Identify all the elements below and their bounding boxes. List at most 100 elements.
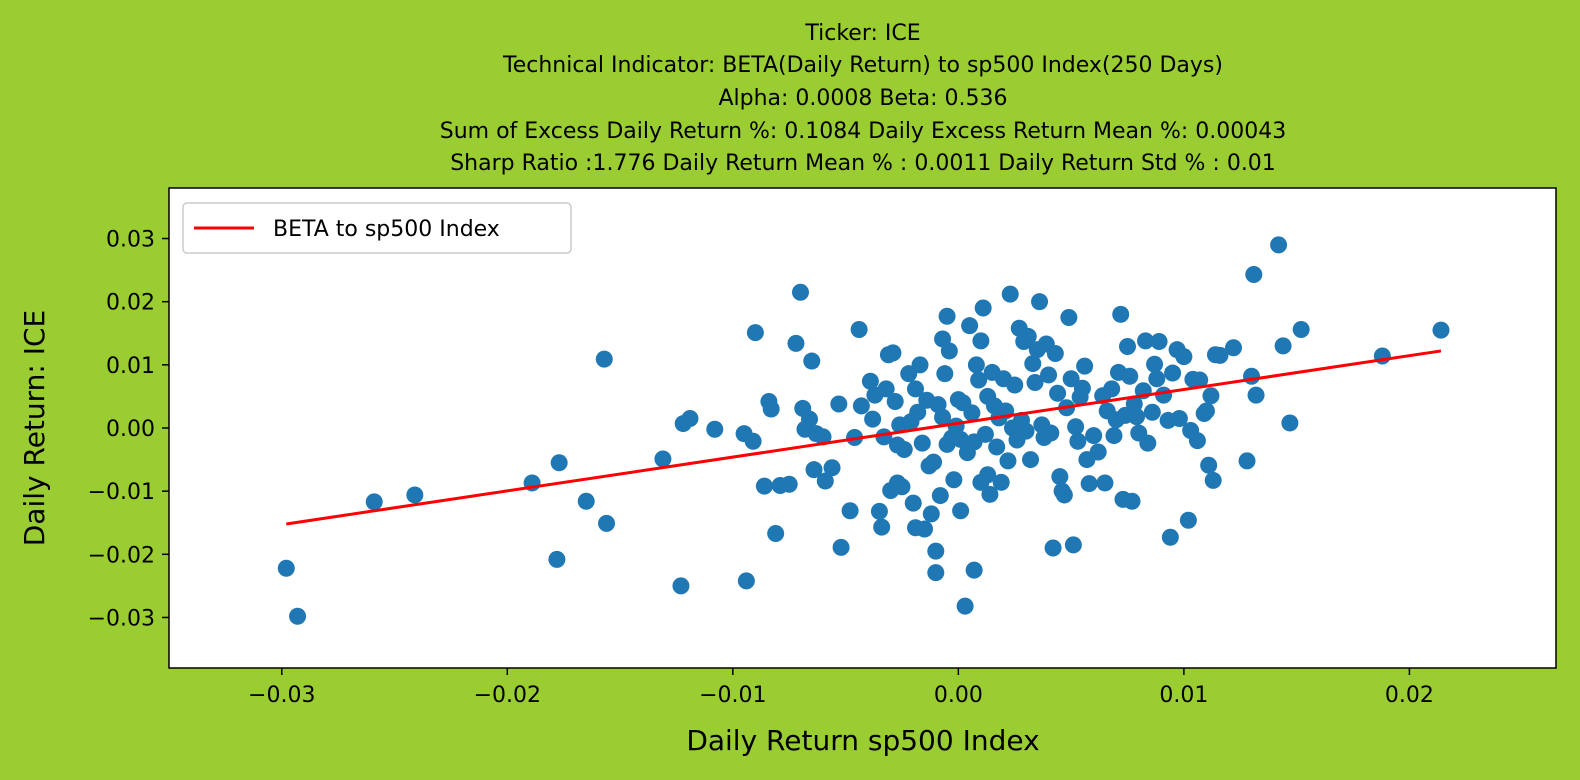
scatter-point: [1128, 408, 1146, 426]
scatter-point: [577, 492, 595, 510]
scatter-point: [1238, 452, 1256, 470]
scatter-point: [1245, 266, 1263, 284]
scatter-point: [816, 472, 834, 490]
y-tick-label: 0.01: [106, 354, 155, 379]
scatter-point: [1281, 414, 1299, 432]
scatter-point: [1292, 320, 1310, 338]
scatter-point: [927, 542, 945, 560]
scatter-point: [945, 471, 963, 489]
y-tick-label: 0.00: [106, 417, 155, 442]
x-tick-label: −0.02: [474, 683, 541, 708]
scatter-point: [852, 397, 870, 415]
scatter-point: [681, 410, 699, 428]
scatter-point: [981, 485, 999, 503]
scatter-point: [1146, 355, 1164, 373]
scatter-point: [598, 514, 616, 532]
scatter-point: [931, 487, 949, 505]
y-axis-ticks: −0.03 −0.02 −0.01 0.00 0.01 0.02 0.03: [88, 228, 169, 631]
scatter-point: [1069, 432, 1087, 450]
scatter-point: [974, 299, 992, 317]
x-tick-label: −0.03: [248, 683, 315, 708]
scatter-point: [1188, 432, 1206, 450]
scatter-point: [913, 434, 931, 452]
scatter-point: [1062, 370, 1080, 388]
scatter-point: [1191, 371, 1209, 389]
scatter-point: [1150, 332, 1168, 350]
scatter-points: [277, 236, 1450, 625]
scatter-point: [884, 344, 902, 362]
scatter-point: [780, 475, 798, 493]
scatter-point: [922, 505, 940, 523]
scatter-point: [767, 524, 785, 542]
scatter-point: [934, 408, 952, 426]
scatter-point: [1197, 402, 1215, 420]
scatter-point: [972, 332, 990, 350]
scatter-point: [1143, 403, 1161, 421]
scatter-point: [830, 395, 848, 413]
scatter-point: [1274, 337, 1292, 355]
scatter-point: [1270, 236, 1288, 254]
scatter-point: [1019, 327, 1037, 345]
title-line-4: Sum of Excess Daily Return %: 0.1084 Dai…: [440, 119, 1287, 144]
scatter-point: [1211, 346, 1229, 364]
scatter-point: [1123, 492, 1141, 510]
scatter-point: [1051, 468, 1069, 486]
scatter-point: [406, 486, 424, 504]
scatter-point: [755, 477, 773, 495]
scatter-point: [814, 428, 832, 446]
scatter-point: [963, 404, 981, 422]
scatter-point: [365, 493, 383, 511]
scatter-point: [895, 440, 913, 458]
title-line-3: Alpha: 0.0008 Beta: 0.536: [718, 86, 1007, 111]
scatter-point: [672, 577, 690, 595]
scatter-point: [787, 334, 805, 352]
scatter-point: [1096, 474, 1114, 492]
scatter-point: [992, 473, 1010, 491]
scatter-point: [1042, 424, 1060, 442]
legend: BETA to sp500 Index: [182, 202, 572, 254]
scatter-point: [1243, 367, 1261, 385]
scatter-point: [1175, 348, 1193, 366]
legend-box: [182, 202, 572, 254]
scatter-point: [952, 502, 970, 520]
scatter-point: [1112, 305, 1130, 323]
scatter-point: [1170, 410, 1188, 428]
scatter-point: [595, 350, 613, 368]
y-tick-label: 0.03: [106, 228, 155, 253]
title-line-2: Technical Indicator: BETA(Daily Return) …: [502, 53, 1223, 78]
scatter-point: [967, 356, 985, 374]
scatter-point: [988, 438, 1006, 456]
scatter-point: [1432, 321, 1450, 339]
scatter-point: [873, 518, 891, 536]
scatter-point: [289, 607, 307, 625]
title-line-1: Ticker: ICE: [804, 21, 920, 46]
y-tick-label: 0.02: [106, 291, 155, 316]
scatter-point: [1022, 451, 1040, 469]
scatter-point: [1118, 338, 1136, 356]
scatter-point: [832, 538, 850, 556]
scatter-point: [1046, 344, 1064, 362]
scatter-point: [706, 420, 724, 438]
scatter-point: [1085, 427, 1103, 445]
scatter-point: [654, 450, 672, 468]
scatter-point: [1155, 386, 1173, 404]
scatter-point: [1202, 387, 1220, 405]
scatter-point: [841, 502, 859, 520]
scatter-point: [936, 365, 954, 383]
scatter-point: [746, 324, 764, 342]
scatter-point: [1031, 293, 1049, 311]
scatter-point: [548, 550, 566, 568]
scatter-point: [893, 478, 911, 496]
scatter-point: [1026, 374, 1044, 392]
scatter-point: [956, 597, 974, 615]
scatter-point: [925, 453, 943, 471]
legend-label: BETA to sp500 Index: [273, 217, 500, 242]
scatter-point: [965, 561, 983, 579]
scatter-point: [1006, 376, 1024, 394]
chart-title: Ticker: ICE Technical Indicator: BETA(Da…: [440, 21, 1287, 176]
beta-fit-line: [286, 349, 1442, 526]
scatter-point: [1103, 380, 1121, 398]
scatter-point: [1139, 434, 1157, 452]
scatter-point: [1247, 386, 1265, 404]
scatter-point: [1067, 418, 1085, 436]
